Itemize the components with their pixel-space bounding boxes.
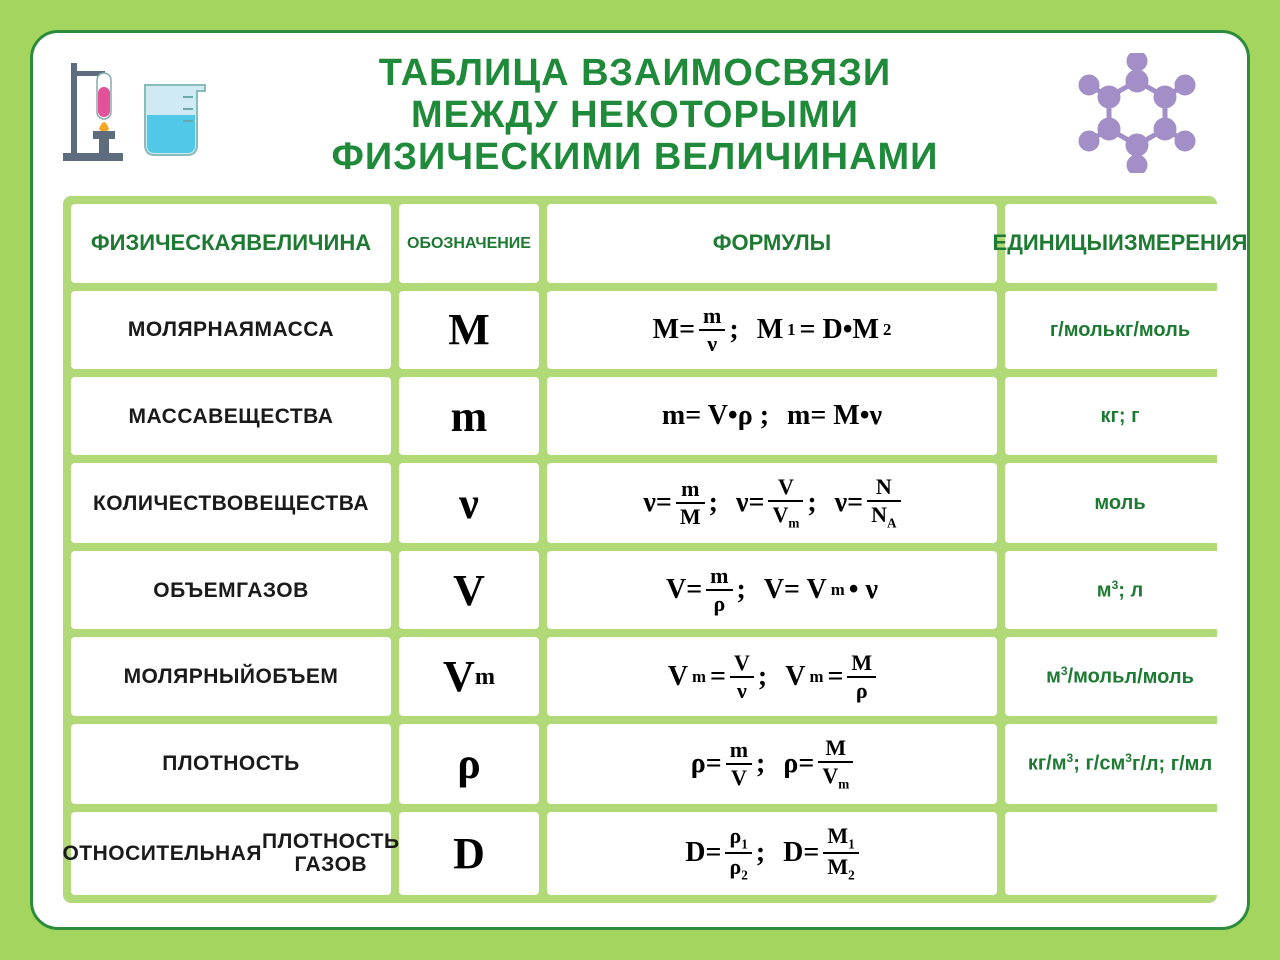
poster-header: ТАБЛИЦА ВЗАИМОСВЯЗИ МЕЖДУ НЕКОТОРЫМИ ФИЗ… <box>63 53 1217 178</box>
quantity-cell-0: МОЛЯРНАЯМАССА <box>71 291 391 369</box>
lab-equipment-icon <box>63 53 213 173</box>
units-cell-3: м3; л <box>1005 551 1235 629</box>
poster-card: ТАБЛИЦА ВЗАИМОСВЯЗИ МЕЖДУ НЕКОТОРЫМИ ФИЗ… <box>30 30 1250 930</box>
title-line-1: ТАБЛИЦА ВЗАИМОСВЯЗИ <box>213 53 1057 95</box>
col-header-quantity: ФИЗИЧЕСКАЯВЕЛИЧИНА <box>71 204 391 282</box>
symbol-cell-4: Vm <box>399 637 539 715</box>
formula-cell-4: Vm= Vν ; Vm= Mρ <box>547 637 997 715</box>
units-cell-0: г/молькг/моль <box>1005 291 1235 369</box>
symbol-cell-6: D <box>399 812 539 895</box>
col-header-units: ЕДИНИЦЫИЗМЕРЕНИЯ <box>1005 204 1235 282</box>
quantity-cell-1: МАССАВЕЩЕСТВА <box>71 377 391 455</box>
units-cell-5: кг/м3; г/см3г/л; г/мл <box>1005 724 1235 804</box>
col-header-formulas: ФОРМУЛЫ <box>547 204 997 282</box>
quantity-cell-2: КОЛИЧЕСТВОВЕЩЕСТВА <box>71 463 391 543</box>
formula-cell-6: D= ρ1ρ2 ; D= M1M2 <box>547 812 997 895</box>
symbol-cell-5: ρ <box>399 724 539 804</box>
units-cell-1: кг; г <box>1005 377 1235 455</box>
quantity-cell-4: МОЛЯРНЫЙОБЪЕМ <box>71 637 391 715</box>
formula-cell-1: m= V•ρ ; m= M•ν <box>547 377 997 455</box>
quantity-cell-5: ПЛОТНОСТЬ <box>71 724 391 804</box>
symbol-cell-3: V <box>399 551 539 629</box>
formula-cell-5: ρ= mV ; ρ= MVm <box>547 724 997 804</box>
quantity-cell-3: ОБЪЕМГАЗОВ <box>71 551 391 629</box>
symbol-cell-1: m <box>399 377 539 455</box>
formula-cell-2: ν= mM ; ν= VVm ; ν= NNA <box>547 463 997 543</box>
units-cell-2: моль <box>1005 463 1235 543</box>
formula-cell-3: V= mρ ; V= Vm• ν <box>547 551 997 629</box>
title-line-3: ФИЗИЧЕСКИМИ ВЕЛИЧИНАМИ <box>213 137 1057 179</box>
title-line-2: МЕЖДУ НЕКОТОРЫМИ <box>213 95 1057 137</box>
physics-table: ФИЗИЧЕСКАЯВЕЛИЧИНАОБОЗНАЧЕНИЕФОРМУЛЫЕДИН… <box>63 196 1217 903</box>
units-cell-4: м3/мольл/моль <box>1005 637 1235 715</box>
symbol-cell-2: ν <box>399 463 539 543</box>
molecule-icon <box>1057 53 1217 173</box>
symbol-cell-0: M <box>399 291 539 369</box>
col-header-symbol: ОБОЗНАЧЕНИЕ <box>399 204 539 282</box>
units-cell-6 <box>1005 812 1235 895</box>
title-block: ТАБЛИЦА ВЗАИМОСВЯЗИ МЕЖДУ НЕКОТОРЫМИ ФИЗ… <box>213 53 1057 178</box>
quantity-cell-6: ОТНОСИТЕЛЬНАЯПЛОТНОСТЬ ГАЗОВ <box>71 812 391 895</box>
formula-cell-0: M= mν ; M1= D•M2 <box>547 291 997 369</box>
